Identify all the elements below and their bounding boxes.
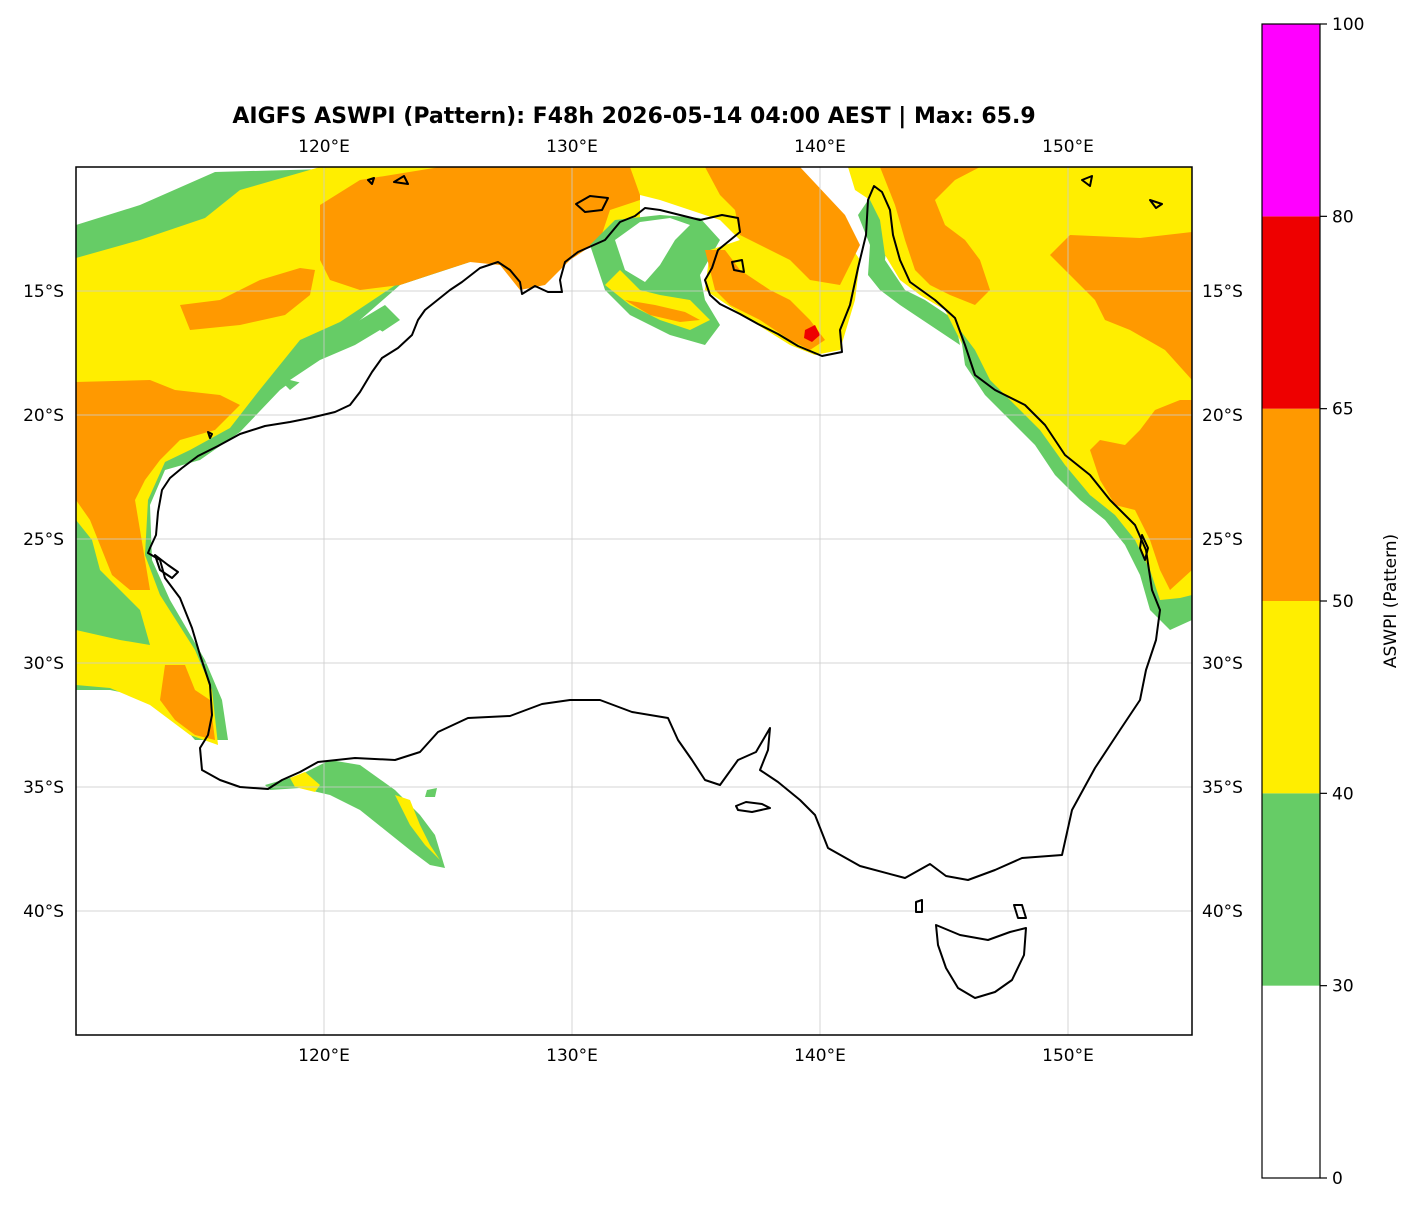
lon-tick-label-top: 120°E [298,137,350,157]
lat-tick-label-right: 25°S [1202,530,1243,550]
colorbar-tick-label: 80 [1332,207,1354,227]
orange-region-top-end [320,167,640,290]
orange-region-gulf-country [705,167,860,350]
map-title: AIGFS ASWPI (Pattern): F48h 2026-05-14 0… [232,104,1035,129]
map-frame [75,166,1193,1036]
lat-tick-label-left: 40°S [23,902,64,922]
lat-tick-label-left: 35°S [23,778,64,798]
green-fleck-bight [425,788,437,797]
lat-tick-label-left: 15°S [23,282,64,302]
coastline-mainland [147,185,1161,881]
coastline-tasmania [935,924,1027,999]
lat-tick-label-left: 25°S [23,530,64,550]
map-panel: 120°E 130°E 140°E 150°E 120°E 130°E 140°E 150°… [23,137,1243,1066]
gridlines [76,167,1192,1035]
colorbar-tick-label: 0 [1332,1169,1343,1189]
lat-tick-label-right: 40°S [1202,902,1243,922]
coastline-islet-north [367,175,1163,209]
colorbar-segment [1262,601,1320,794]
colorbar-segments [1262,24,1320,1178]
colorbar-segment [1262,216,1320,409]
orange-region-east-qld-inland [880,167,990,305]
colorbar-tick-label: 50 [1332,592,1354,612]
longitude-labels-bottom: 120°E 130°E 140°E 150°E [298,1046,1094,1066]
lon-tick-label-bottom: 140°E [794,1046,846,1066]
lon-tick-label-top: 130°E [546,137,598,157]
latitude-labels-left: 15°S 20°S 25°S 30°S 35°S 40°S [23,282,64,922]
lat-tick-label-right: 35°S [1202,778,1243,798]
orange-region-central-qld-coast [1090,400,1192,590]
lon-tick-label-top: 150°E [1042,137,1094,157]
yellow-band-northwest [76,167,470,745]
latitude-labels-right: 15°S 20°S 25°S 30°S 35°S 40°S [1202,282,1243,922]
yellow-region-north-qld [630,167,860,355]
lon-tick-label-bottom: 150°E [1042,1046,1094,1066]
coastline-shark-bay [154,554,179,579]
orange-patch-northwest [76,380,240,590]
yellow-patch-bight [290,772,440,860]
colorbar-label: ASWPI (Pattern) [1381,534,1401,668]
lon-tick-label-top: 140°E [794,137,846,157]
orange-patch-west-coast [160,665,215,740]
white-gap-offshore-kimberley [290,330,395,385]
coastline-fraser-island [1139,534,1149,561]
colorbar-ticks: 0 30 40 50 65 80 100 [1320,15,1364,1189]
colorbar-segment [1262,985,1320,1178]
coastline-flinders-island [1013,904,1027,919]
lat-tick-label-right: 20°S [1202,406,1243,426]
colorbar-segment [1262,408,1320,601]
longitude-labels-top: 120°E 130°E 140°E 150°E [298,137,1094,157]
colorbar-tick-label: 100 [1332,15,1364,35]
lon-tick-label-bottom: 130°E [546,1046,598,1066]
orange-region-coral-sea [1050,232,1192,380]
colorbar: 0 30 40 50 65 80 100 ASWPI (Pattern) [1261,15,1401,1189]
colorbar-tick-label: 65 [1332,400,1354,420]
orange-strip-gulf [625,300,700,322]
coastline-kangaroo-island [735,801,771,813]
colorbar-segment [1262,793,1320,986]
lon-tick-label-bottom: 120°E [298,1046,350,1066]
coastline-islet-nw [207,431,213,439]
colorbar-segment [1262,24,1320,217]
white-gap-gulf [615,218,690,282]
orange-patch-timor-sea [180,268,315,330]
lat-tick-label-left: 20°S [23,406,64,426]
lat-tick-label-right: 30°S [1202,654,1243,674]
lat-tick-label-left: 30°S [23,654,64,674]
colorbar-tick-label: 40 [1332,784,1354,804]
red-max-cell [804,325,820,342]
coastline-melville-island [575,195,609,213]
coastline [147,175,1163,999]
colorbar-tick-label: 30 [1332,977,1354,997]
coastline-groote-eylandt [731,259,745,273]
coastline-king-island [915,899,923,913]
green-band-east-coast [960,330,1192,630]
lat-tick-label-right: 15°S [1202,282,1243,302]
